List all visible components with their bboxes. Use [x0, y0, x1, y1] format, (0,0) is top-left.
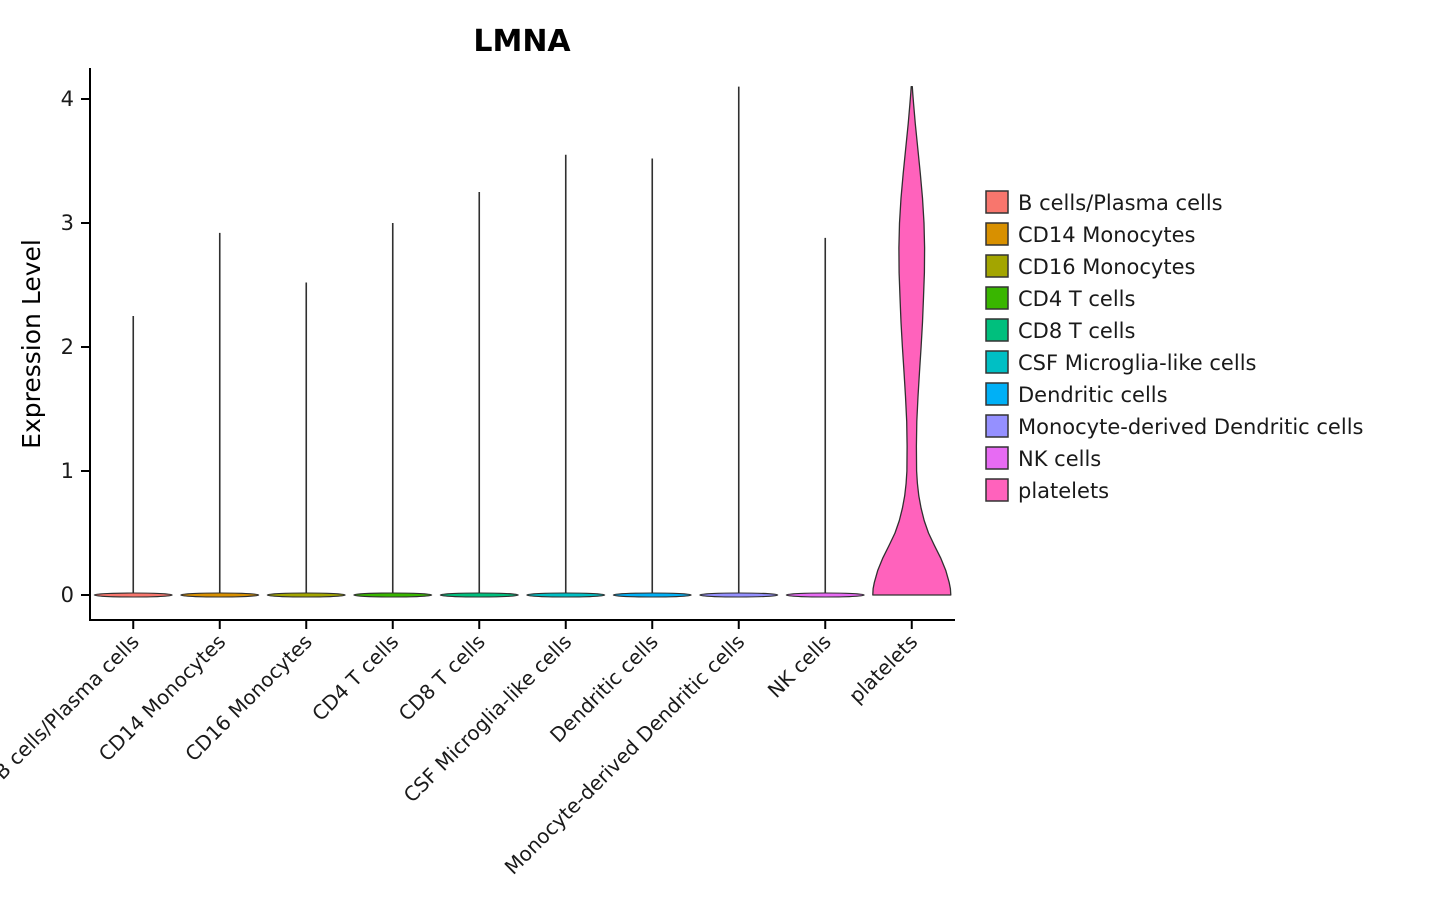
legend-swatch: [985, 350, 1009, 374]
y-tick-label: 0: [61, 583, 74, 607]
legend-item: Dendritic cells: [985, 382, 1168, 407]
legend-label: Dendritic cells: [1018, 383, 1168, 407]
legend-item: B cells/Plasma cells: [985, 190, 1223, 215]
legend-label: Monocyte-derived Dendritic cells: [1018, 415, 1363, 439]
legend-swatch: [985, 222, 1009, 246]
violin-base: [439, 592, 519, 598]
violin-body: [872, 85, 952, 596]
legend-swatch: [985, 254, 1009, 278]
legend-swatch: [985, 190, 1009, 214]
legend-label: platelets: [1018, 479, 1109, 503]
legend-swatch: [985, 446, 1009, 470]
legend-swatch: [985, 318, 1009, 342]
x-category-label: NK cells: [763, 630, 836, 703]
y-tick-label: 3: [61, 211, 74, 235]
violin-base: [785, 592, 865, 598]
legend-swatch: [985, 382, 1009, 406]
legend-item: CD8 T cells: [985, 318, 1135, 343]
x-category-label: CD4 T cells: [307, 630, 403, 726]
legend-item: platelets: [985, 478, 1109, 503]
y-tick-label: 4: [61, 87, 74, 111]
violin-base: [266, 592, 346, 598]
x-category-label: platelets: [844, 630, 922, 708]
legend-label: CD4 T cells: [1018, 287, 1135, 311]
y-tick-label: 1: [61, 459, 74, 483]
legend-label: CD16 Monocytes: [1018, 255, 1195, 279]
legend-label: NK cells: [1018, 447, 1101, 471]
x-category-label: B cells/Plasma cells: [0, 630, 144, 785]
violin-base: [93, 592, 173, 598]
violin-base: [699, 592, 779, 598]
y-tick-label: 2: [61, 335, 74, 359]
legend-swatch: [985, 286, 1009, 310]
legend-label: CD14 Monocytes: [1018, 223, 1195, 247]
legend-swatch: [985, 478, 1009, 502]
violin-base: [612, 592, 692, 598]
legend: B cells/Plasma cells CD14 Monocytes CD16 M…: [985, 190, 1363, 503]
x-category-label: CSF Microglia-like cells: [399, 630, 577, 808]
legend-item: Monocyte-derived Dendritic cells: [985, 414, 1363, 439]
chart-title: LMNA: [473, 24, 571, 59]
legend-item: CD4 T cells: [985, 286, 1135, 311]
legend-item: CD16 Monocytes: [985, 254, 1195, 279]
legend-label: CSF Microglia-like cells: [1018, 351, 1256, 375]
legend-item: NK cells: [985, 446, 1101, 471]
legend-item: CD14 Monocytes: [985, 222, 1195, 247]
legend-item: CSF Microglia-like cells: [985, 350, 1256, 375]
violin-base: [180, 592, 260, 598]
legend-label: B cells/Plasma cells: [1018, 191, 1223, 215]
violin-base: [526, 592, 606, 598]
legend-label: CD8 T cells: [1018, 319, 1135, 343]
violins: [93, 85, 952, 598]
y-axis-label: Expression Level: [17, 239, 46, 449]
legend-swatch: [985, 414, 1009, 438]
violin-base: [353, 592, 433, 598]
x-category-label: CD8 T cells: [394, 630, 490, 726]
